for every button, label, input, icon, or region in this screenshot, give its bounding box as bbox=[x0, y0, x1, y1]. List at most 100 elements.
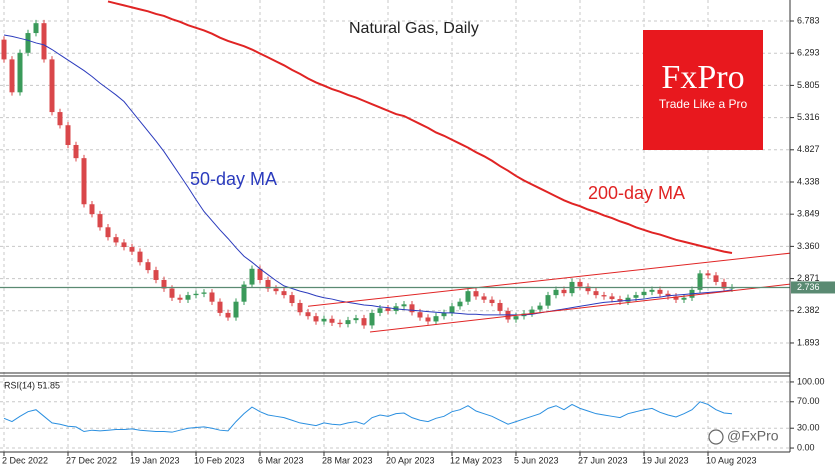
candle-body bbox=[177, 297, 183, 300]
candle-body bbox=[25, 33, 31, 53]
candle-body bbox=[385, 308, 391, 311]
candle-body bbox=[657, 289, 663, 294]
candle-body bbox=[185, 295, 191, 300]
candle-body bbox=[409, 304, 415, 313]
candle-body bbox=[481, 296, 487, 300]
candle-body bbox=[417, 312, 423, 318]
candle-body bbox=[553, 289, 559, 296]
logo-brand: FxPro bbox=[661, 59, 744, 96]
x-tick-label: 10 Feb 2023 bbox=[194, 455, 245, 465]
price-panel bbox=[0, 0, 790, 333]
ma-line bbox=[107, 0, 733, 254]
candle-body bbox=[545, 295, 551, 306]
x-tick-label: 19 Jan 2023 bbox=[130, 455, 180, 465]
candle-body bbox=[377, 308, 383, 313]
candle-body bbox=[81, 158, 87, 205]
y-tick-label: 6.293 bbox=[797, 48, 820, 58]
candle-body bbox=[169, 288, 175, 298]
y-tick-label: 4.827 bbox=[797, 144, 820, 154]
candle-body bbox=[233, 301, 239, 318]
candle-body bbox=[513, 316, 519, 320]
candle-body bbox=[129, 247, 135, 252]
candle-body bbox=[289, 295, 295, 304]
candle-body bbox=[649, 289, 655, 292]
candle-body bbox=[697, 273, 703, 290]
candle-body bbox=[337, 322, 343, 325]
x-tick-label: 5 Jun 2023 bbox=[514, 455, 559, 465]
logo-tagline: Trade Like a Pro bbox=[659, 97, 748, 111]
y-tick-label: 30.00 bbox=[797, 423, 820, 433]
candle-body bbox=[361, 318, 367, 326]
candle-body bbox=[561, 289, 567, 294]
candle-body bbox=[257, 268, 263, 280]
candle-body bbox=[297, 303, 303, 313]
y-tick-label: 0.00 bbox=[797, 442, 815, 452]
last-price-label: 2.736 bbox=[797, 282, 820, 292]
candle-body bbox=[265, 279, 271, 289]
candle-body bbox=[321, 318, 327, 322]
candle-body bbox=[401, 304, 407, 307]
candle-body bbox=[153, 270, 159, 280]
y-tick-label: 100.00 bbox=[797, 376, 825, 386]
candle-body bbox=[313, 316, 319, 322]
candle-body bbox=[193, 293, 199, 296]
x-tick-label: 2 Dec 2022 bbox=[2, 455, 48, 465]
candle-body bbox=[41, 23, 47, 60]
rsi-line bbox=[3, 401, 733, 433]
candle-body bbox=[57, 112, 63, 126]
candle-body bbox=[625, 297, 631, 302]
candle-body bbox=[593, 291, 599, 296]
x-tick-label: 6 Mar 2023 bbox=[258, 455, 304, 465]
candle-body bbox=[329, 318, 335, 323]
y-tick-label: 1.893 bbox=[797, 337, 820, 347]
candle-body bbox=[73, 144, 79, 159]
candle-body bbox=[721, 281, 727, 289]
candle-body bbox=[705, 273, 711, 276]
candle-body bbox=[113, 237, 119, 243]
candle-body bbox=[145, 262, 151, 271]
candle-body bbox=[609, 296, 615, 300]
candle-body bbox=[633, 295, 639, 298]
candle-body bbox=[713, 275, 719, 282]
candle-body bbox=[241, 284, 247, 302]
candle-body bbox=[209, 292, 215, 302]
candle-body bbox=[273, 288, 279, 292]
candle-body bbox=[449, 306, 455, 313]
y-tick-label: 4.338 bbox=[797, 176, 820, 186]
candle-body bbox=[305, 312, 311, 317]
candle-body bbox=[65, 125, 71, 145]
rsi-title: RSI(14) 51.85 bbox=[4, 380, 60, 390]
y-tick-label: 2.871 bbox=[797, 273, 820, 283]
candle-body bbox=[601, 295, 607, 297]
y-tick-label: 3.360 bbox=[797, 241, 820, 251]
y-tick-label: 6.783 bbox=[797, 15, 820, 25]
candle-body bbox=[577, 281, 583, 287]
candle-body bbox=[1, 39, 7, 60]
candle-body bbox=[33, 23, 39, 34]
ma200-label: 200-day MA bbox=[588, 183, 685, 203]
candle-body bbox=[137, 251, 143, 263]
candle-body bbox=[497, 303, 503, 311]
trend-line bbox=[307, 252, 790, 307]
candle-body bbox=[369, 312, 375, 326]
candle-body bbox=[433, 316, 439, 322]
x-tick-label: 20 Apr 2023 bbox=[386, 455, 435, 465]
candle-body bbox=[441, 312, 447, 317]
y-tick-label: 5.316 bbox=[797, 112, 820, 122]
x-tick-label: 10 Aug 2023 bbox=[706, 455, 757, 465]
rsi-panel bbox=[3, 401, 733, 433]
candle-body bbox=[9, 59, 15, 93]
candle-body bbox=[161, 279, 167, 289]
x-tick-label: 19 Jul 2023 bbox=[642, 455, 689, 465]
y-tick-label: 5.805 bbox=[797, 80, 820, 90]
watermark: @FxPro bbox=[727, 428, 779, 444]
candle-body bbox=[473, 291, 479, 297]
candle-body bbox=[121, 242, 127, 248]
ma50-label: 50-day MA bbox=[190, 169, 277, 189]
y-tick-label: 2.382 bbox=[797, 305, 820, 315]
x-tick-label: 27 Dec 2022 bbox=[66, 455, 117, 465]
x-tick-label: 12 May 2023 bbox=[450, 455, 502, 465]
candle-body bbox=[225, 312, 231, 318]
